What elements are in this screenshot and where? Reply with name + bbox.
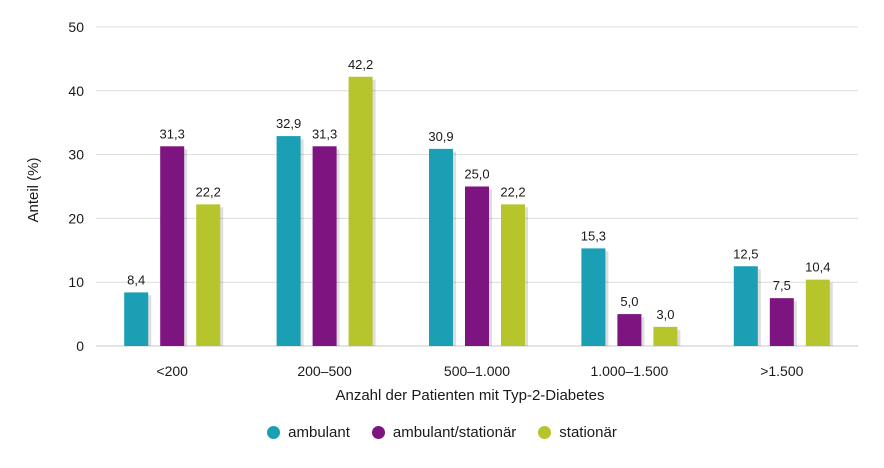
bar <box>429 148 453 346</box>
y-tick-label: 30 <box>68 147 84 163</box>
data-label: 15,3 <box>581 228 606 243</box>
y-axis-ticks: 0 10 20 30 40 50 <box>68 19 84 354</box>
bar <box>196 204 221 346</box>
legend-swatch-ambulant-stationaer <box>371 426 385 439</box>
data-label: 7,5 <box>773 278 791 293</box>
data-label: 8,4 <box>127 272 145 287</box>
legend-label-ambulant: ambulant <box>288 424 350 441</box>
legend-label-ambulant-stationaer: ambulant/stationär <box>392 424 517 441</box>
legend-swatch-ambulant <box>267 426 281 439</box>
data-labels: 8,4 31,3 22,2 32,9 31,3 42,2 30,9 25,0 22,2 15,3 5… <box>127 57 830 322</box>
legend-item-ambulant-stationaer: ambulant/stationär <box>371 424 517 441</box>
bar <box>501 204 525 346</box>
legend-swatch-stationaer <box>538 426 552 439</box>
x-tick-label: <200 <box>156 363 188 379</box>
bar <box>581 248 606 346</box>
y-tick-label: 0 <box>76 338 84 354</box>
data-label: 3,0 <box>656 307 674 322</box>
bar <box>276 136 301 346</box>
data-label: 42,2 <box>348 57 373 72</box>
x-axis-title: Anzahl der Patienten mit Typ-2-Diabetes <box>335 387 604 404</box>
y-tick-label: 20 <box>68 210 84 226</box>
data-label: 12,5 <box>733 246 758 261</box>
x-tick-label: 500–1.000 <box>444 363 510 379</box>
data-label: 30,9 <box>428 129 453 144</box>
legend: ambulant ambulant/stationär stationär <box>0 424 884 441</box>
bars <box>124 76 833 346</box>
data-label: 32,9 <box>276 116 301 131</box>
legend-item-ambulant: ambulant <box>267 424 350 441</box>
bar <box>348 76 373 346</box>
y-tick-label: 10 <box>68 274 84 290</box>
y-tick-label: 50 <box>68 19 84 35</box>
y-axis-title: Anteil (%) <box>25 157 42 222</box>
bar <box>617 314 642 346</box>
bar <box>312 146 337 346</box>
bar <box>124 292 149 346</box>
bar <box>653 326 678 346</box>
bar <box>805 279 830 346</box>
data-label: 10,4 <box>805 260 830 275</box>
bar <box>465 186 489 346</box>
data-label: 22,2 <box>196 184 221 199</box>
data-label: 22,2 <box>500 184 525 199</box>
bar <box>160 146 185 346</box>
bar <box>769 298 794 346</box>
data-label: 5,0 <box>620 294 638 309</box>
legend-label-stationaer: stationär <box>559 424 617 441</box>
data-label: 31,3 <box>312 126 337 141</box>
data-label: 25,0 <box>464 167 489 182</box>
data-label: 31,3 <box>160 126 185 141</box>
legend-item-stationaer: stationär <box>538 424 617 441</box>
bar <box>733 266 758 346</box>
x-tick-label: 200–500 <box>297 363 352 379</box>
bar-chart: 0 10 20 30 40 50 8,4 31,3 22,2 32,9 31,3 42,2 30,9 2… <box>25 19 858 404</box>
y-tick-label: 40 <box>68 83 84 99</box>
x-tick-label: 1.000–1.500 <box>590 363 668 379</box>
x-tick-label: >1.500 <box>760 363 803 379</box>
x-axis-ticks: <200 200–500 500–1.000 1.000–1.500 >1.500 <box>156 363 803 379</box>
